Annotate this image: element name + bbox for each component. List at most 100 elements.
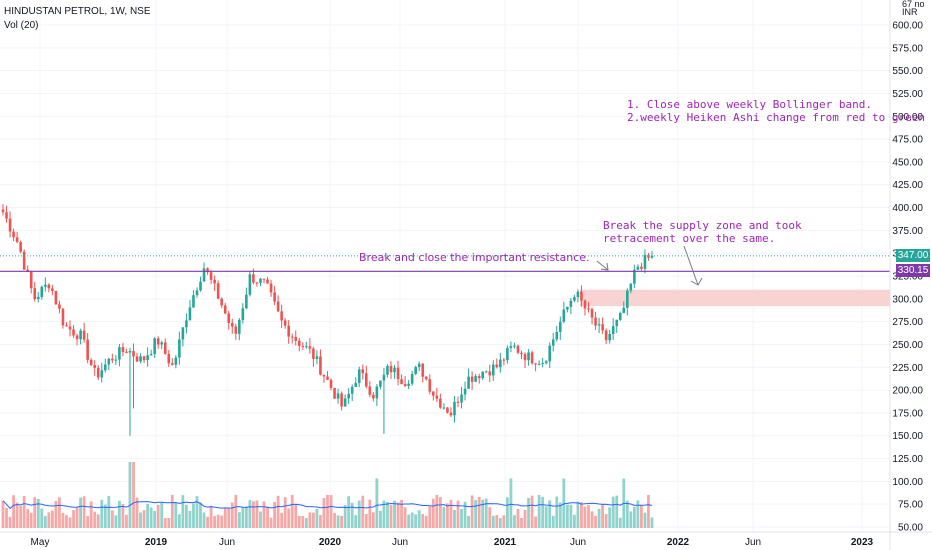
- price-tick-label: 75.00: [898, 500, 923, 511]
- candle-body: [44, 284, 47, 287]
- candle-body: [343, 398, 347, 407]
- candle-body: [594, 317, 597, 326]
- candle-body: [449, 412, 453, 416]
- candle-body: [368, 386, 372, 395]
- volume-bar: [103, 504, 107, 528]
- candle-body: [252, 274, 255, 283]
- price-tick-label: 100.00: [892, 477, 923, 488]
- candle-body: [333, 387, 336, 399]
- volume-bar: [132, 462, 135, 528]
- price-tick-label: 575.00: [892, 43, 923, 54]
- candle-body: [350, 386, 354, 394]
- candle-body: [269, 283, 273, 293]
- volume-bar: [163, 518, 167, 528]
- volume-bar: [283, 497, 287, 528]
- volume-bar: [573, 514, 576, 528]
- volume-bar: [58, 497, 61, 528]
- volume-bar: [188, 510, 192, 528]
- candle-body: [615, 319, 619, 327]
- volume-bar: [241, 507, 245, 528]
- candle-body: [474, 376, 477, 382]
- candle-body: [290, 336, 294, 338]
- candle-body: [569, 300, 573, 307]
- candle-body: [283, 320, 287, 326]
- time-tick-label: Jun: [570, 537, 586, 548]
- volume-bar: [467, 515, 470, 528]
- volume-bar: [410, 512, 414, 528]
- currency-label: INR: [902, 7, 918, 17]
- candle-body: [209, 272, 213, 280]
- price-tick-label: 200.00: [892, 386, 923, 397]
- candle-body: [453, 401, 456, 416]
- candle-body: [417, 363, 421, 368]
- volume-bar: [513, 515, 516, 528]
- candle-body: [146, 355, 149, 361]
- candle-body: [160, 342, 164, 345]
- candle-body: [347, 393, 350, 399]
- time-tick-label: Jun: [745, 537, 761, 548]
- volume-bar: [488, 507, 492, 528]
- volume-bar: [192, 503, 195, 528]
- volume-bar: [209, 505, 213, 528]
- candle-body: [167, 353, 171, 364]
- candle-body: [273, 292, 276, 302]
- volume-bar: [336, 515, 340, 528]
- candle-body: [206, 268, 209, 273]
- candle-body: [650, 255, 654, 258]
- candle-body: [111, 358, 114, 361]
- volume-bar: [174, 502, 178, 528]
- candle-body: [139, 356, 142, 362]
- candle-body: [297, 340, 301, 346]
- candle-body: [96, 367, 100, 378]
- candle-body: [223, 305, 227, 314]
- volume-bar: [389, 505, 393, 528]
- candle-body: [149, 353, 153, 356]
- candle-body: [19, 242, 22, 252]
- volume-bar: [562, 478, 566, 528]
- candle-body: [527, 352, 530, 361]
- candle-body: [163, 342, 167, 354]
- volume-bar: [601, 503, 605, 528]
- volume-bar: [520, 518, 523, 528]
- volume-bar: [371, 512, 375, 528]
- volume-bar: [319, 515, 322, 528]
- candle-body: [626, 290, 629, 308]
- candle-body: [439, 398, 442, 408]
- candle-body: [312, 348, 315, 359]
- price-tick-label: 325.00: [892, 272, 923, 283]
- volume-bar: [438, 497, 442, 528]
- last-price-badge: 347.00: [896, 249, 930, 262]
- candle-body: [587, 308, 590, 310]
- volume-bar: [611, 496, 615, 528]
- volume-bar: [121, 504, 125, 528]
- candle-body: [428, 379, 432, 392]
- candles: [1, 204, 654, 436]
- candle-body: [386, 365, 389, 375]
- candle-body: [125, 351, 128, 353]
- candle-body: [481, 371, 484, 379]
- candle-body: [301, 345, 305, 347]
- candle-body: [107, 358, 111, 365]
- time-tick-label: Jun: [219, 537, 235, 548]
- volume-bar: [354, 515, 358, 528]
- volume-bar: [255, 500, 259, 528]
- volume-bar: [301, 516, 305, 528]
- candle-body: [132, 351, 135, 357]
- volume-bar: [414, 514, 418, 528]
- volume-bar: [379, 510, 382, 528]
- candle-body: [266, 279, 269, 284]
- price-tick-label: 300.00: [892, 294, 923, 305]
- candle-body: [432, 391, 435, 396]
- volume-bar: [442, 506, 446, 528]
- volume-bar: [502, 515, 506, 528]
- volume-bar: [604, 514, 608, 528]
- volume-bar: [248, 500, 252, 528]
- arrow-head: [600, 262, 609, 271]
- candle-body: [357, 369, 361, 383]
- volume-bar: [516, 508, 520, 528]
- volume-bar: [551, 515, 555, 528]
- candle-body: [51, 288, 54, 291]
- candle-body: [537, 363, 541, 365]
- candle-body: [541, 363, 544, 365]
- volume-bar: [237, 512, 241, 528]
